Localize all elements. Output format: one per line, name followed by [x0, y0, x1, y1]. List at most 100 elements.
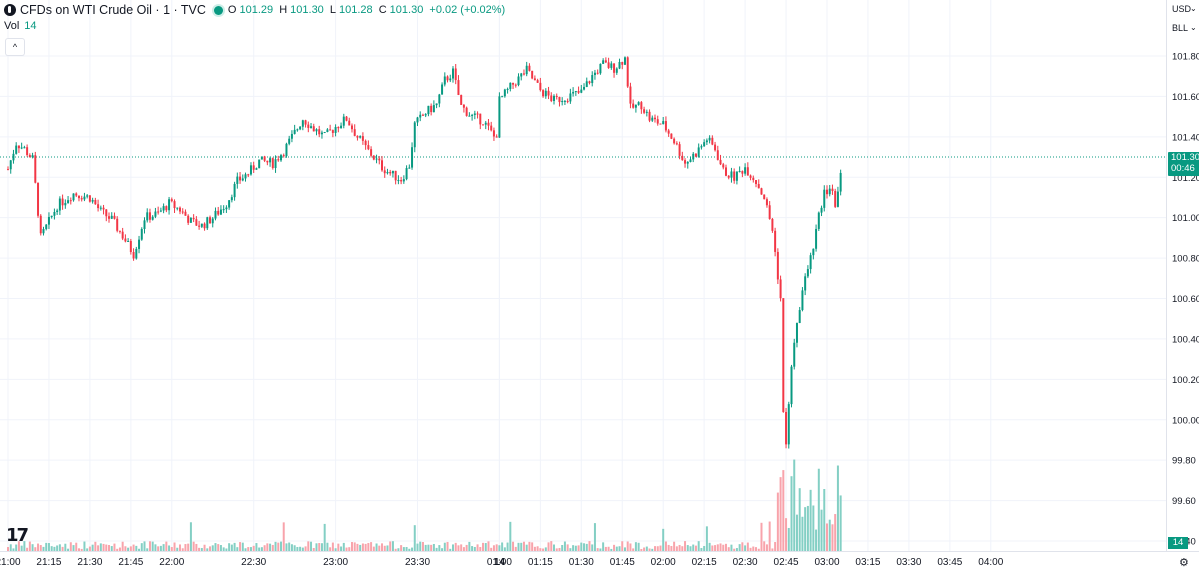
candle-body — [58, 198, 61, 211]
symbol-title[interactable]: CFDs on WTI Crude Oil · 1 · TVC — [20, 3, 206, 17]
candle-body — [61, 198, 64, 206]
time-tick-label: 01:45 — [610, 557, 635, 568]
volume-bar — [342, 542, 345, 551]
volume-bar — [323, 523, 326, 551]
collapse-legend-button[interactable]: ^ — [5, 38, 25, 56]
candle-body — [269, 158, 272, 163]
candle-body — [239, 176, 242, 181]
candle-body — [168, 199, 171, 211]
candle-body — [793, 342, 796, 367]
volume-bar — [438, 545, 441, 551]
volume-bar — [558, 547, 561, 551]
unit-selector[interactable]: BLL — [1172, 23, 1189, 33]
volume-bar — [694, 545, 697, 551]
candle-body — [290, 133, 293, 139]
candle-body — [517, 76, 520, 86]
candle-body — [836, 191, 839, 207]
volume-bar — [350, 542, 353, 551]
price-axis[interactable]: 101.80 101.60 101.40 101.20 101.00 100.80 100.… — [1172, 52, 1199, 548]
volume-bar — [42, 546, 45, 551]
volume-bar — [686, 545, 689, 551]
currency-chevron-icon[interactable]: ⌄ — [1190, 4, 1197, 13]
volume-bar — [299, 546, 302, 551]
time-axis[interactable]: 21:00 21:15 21:30 21:45 22:00 22:30 23:00 23:30… — [0, 557, 1004, 568]
volume-bar — [170, 547, 173, 551]
volume-bar — [471, 546, 474, 551]
candle-body — [116, 218, 119, 231]
candle-body — [670, 133, 673, 139]
candle-body — [146, 212, 149, 221]
tradingview-logo-icon[interactable]: 17 — [6, 525, 29, 546]
change-value: +0.02 (+0.02%) — [429, 4, 506, 16]
candle-body — [56, 210, 59, 213]
candle-body — [124, 238, 127, 242]
candle-body — [416, 117, 419, 123]
candle-body — [170, 199, 173, 202]
volume-bar — [604, 546, 607, 551]
volume-bar — [113, 543, 116, 551]
volume-legend[interactable]: Vol 14 — [4, 20, 37, 32]
volume-bar — [711, 545, 714, 551]
time-tick-label: 04:00 — [978, 557, 1003, 568]
candle-body — [86, 195, 89, 197]
volume-bar — [738, 544, 741, 551]
candle-body — [225, 207, 228, 210]
volume-bar — [495, 544, 498, 551]
candle-body — [752, 177, 755, 181]
candle-body — [776, 251, 779, 280]
volume-bar — [492, 545, 495, 551]
volume-bar — [329, 547, 332, 551]
candle-body — [804, 276, 807, 291]
volume-bar — [744, 545, 747, 551]
settings-gear-icon[interactable]: ⚙ — [1179, 557, 1189, 569]
volume-bar — [7, 547, 9, 551]
volume-bar — [386, 545, 389, 551]
volume-bar — [121, 541, 124, 551]
candle-body — [495, 136, 498, 138]
candle-body — [760, 188, 763, 195]
price-tick-label: 100.80 — [1172, 254, 1199, 265]
candle-body — [266, 160, 269, 163]
volume-bar — [670, 546, 673, 551]
candle-body — [471, 114, 474, 116]
candle-body — [383, 170, 386, 174]
volume-bar — [88, 546, 91, 551]
volume-bar — [421, 542, 424, 551]
price-tick-label: 99.60 — [1172, 496, 1196, 507]
volume-bar — [623, 547, 626, 551]
candle-body — [569, 93, 572, 102]
candle-body — [88, 195, 91, 202]
currency-selector[interactable]: USD — [1172, 4, 1192, 14]
volume-bar — [454, 542, 457, 551]
candle-body — [522, 73, 525, 75]
candle-body — [138, 239, 141, 249]
candle-body — [184, 211, 187, 216]
volume-bar — [228, 543, 231, 551]
candle-body — [583, 86, 586, 90]
chart-legend-header: CFDs on WTI Crude Oil · 1 · TVC O 101.29 … — [4, 2, 508, 18]
candle-body — [31, 155, 34, 158]
volume-bar — [514, 546, 517, 551]
candle-body — [307, 124, 310, 128]
candle-body — [413, 122, 416, 148]
candle-body — [367, 145, 370, 150]
unit-chevron-icon[interactable]: ⌄ — [1190, 23, 1197, 32]
candle-body — [430, 105, 433, 113]
volume-bar — [446, 541, 449, 551]
volume-bar — [140, 543, 143, 551]
candle-body — [542, 90, 545, 97]
candle-body — [585, 81, 588, 87]
candle-body — [632, 103, 635, 108]
volume-bar — [484, 543, 487, 551]
volume-bar — [178, 544, 181, 551]
volume-bar — [67, 548, 70, 551]
candle-body — [378, 158, 381, 161]
volume-bar — [607, 546, 610, 551]
candle-body — [176, 207, 179, 209]
candle-body — [831, 188, 834, 192]
candle-body — [132, 252, 135, 259]
volume-bar — [394, 548, 397, 551]
candle-body — [195, 219, 198, 226]
market-status-icon[interactable] — [213, 5, 223, 15]
